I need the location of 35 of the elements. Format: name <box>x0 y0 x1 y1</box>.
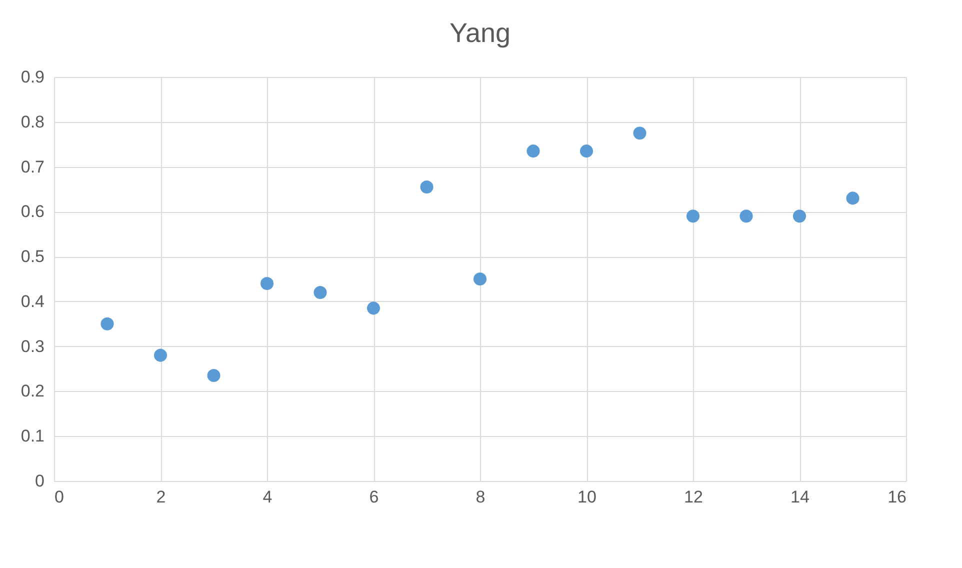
point <box>740 210 753 223</box>
point <box>100 317 114 330</box>
point <box>686 210 700 223</box>
point <box>580 144 594 158</box>
x-tick-label: 16 <box>888 488 906 506</box>
y-tick-label: 0.2 <box>20 382 44 401</box>
x-tick-label: 6 <box>369 488 379 506</box>
x-tick-label: 2 <box>156 488 166 506</box>
x-tick-label: 0 <box>54 488 64 506</box>
x-tick-label: 8 <box>476 488 486 506</box>
x-tick-label: 4 <box>262 488 272 506</box>
point <box>366 302 380 315</box>
point <box>154 348 168 362</box>
y-tick-label: 0.1 <box>20 426 44 446</box>
point <box>792 210 806 223</box>
point <box>207 369 220 382</box>
point <box>846 192 860 205</box>
chart-title: Yang <box>449 18 511 48</box>
y-tick-label: 0.3 <box>20 336 44 356</box>
point <box>633 126 646 140</box>
y-tick-label: 0 <box>35 472 44 490</box>
point <box>314 286 327 299</box>
point <box>260 276 274 290</box>
x-tick-label: 10 <box>578 488 596 506</box>
point <box>526 144 540 158</box>
point <box>473 272 487 286</box>
y-tick-label: 0.7 <box>20 157 44 176</box>
y-tick-label: 0.5 <box>20 247 44 266</box>
y-tick-label: 0.8 <box>20 112 44 132</box>
y-tick-label: 0.9 <box>20 68 44 86</box>
point <box>420 180 434 194</box>
x-tick-label: 14 <box>790 488 810 506</box>
x-tick-label: 12 <box>684 488 703 506</box>
y-tick-label: 0.4 <box>20 292 44 311</box>
y-tick-label: 0.6 <box>20 202 44 222</box>
